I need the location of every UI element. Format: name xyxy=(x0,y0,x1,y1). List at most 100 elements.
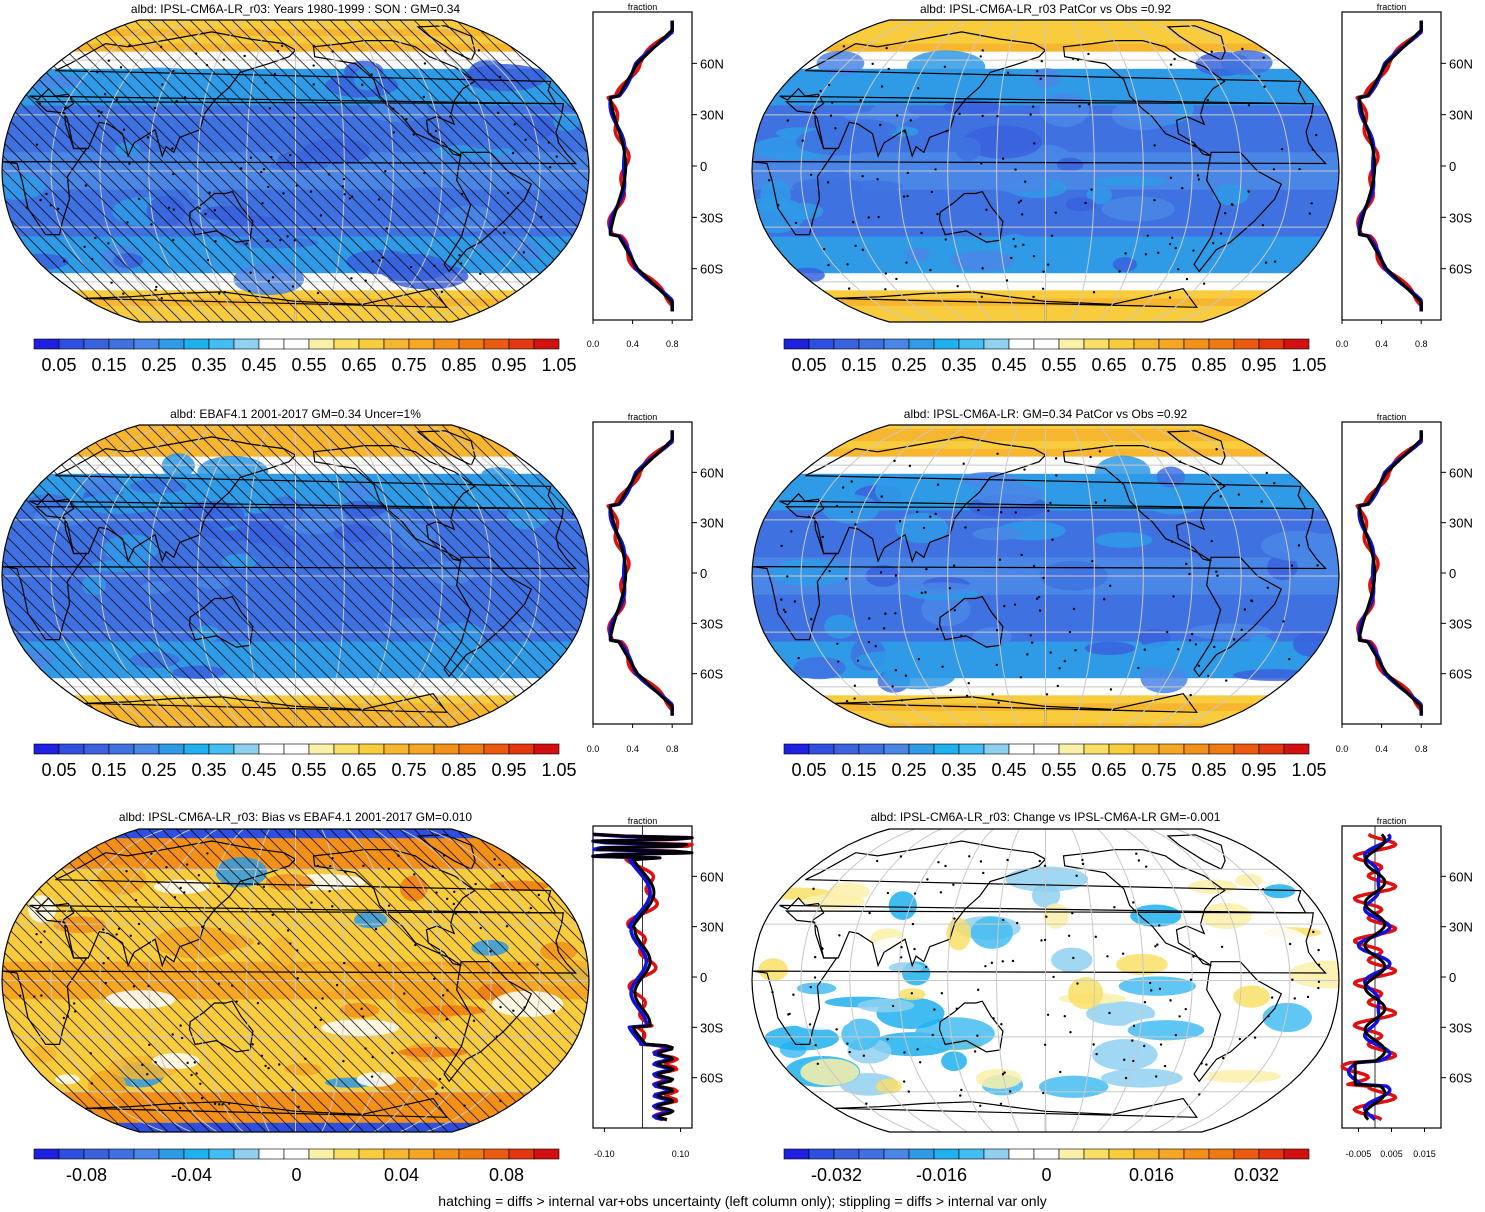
profile-lat-tick: 0 xyxy=(1449,566,1456,581)
colorbar-label: 0.75 xyxy=(391,760,426,780)
colorbar-cell xyxy=(1233,1148,1260,1160)
colorbar-cell xyxy=(383,1148,410,1160)
profile-line-obs xyxy=(1355,430,1423,716)
colorbar-cell xyxy=(408,743,435,755)
profile-x-tick: 0.4 xyxy=(1375,744,1388,754)
profile-lat-tick: 0 xyxy=(700,566,707,581)
colorbar-cell xyxy=(1083,1148,1110,1160)
colorbar-label: 0.05 xyxy=(791,355,826,375)
profile-x-tick: 0.005 xyxy=(1380,1149,1403,1159)
panel-p4: albd: IPSL-CM6A-LR: GM=0.34 PatCor vs Ob… xyxy=(751,407,1473,780)
map xyxy=(2,20,589,322)
panel-title: albd: IPSL-CM6A-LR_r03: Bias vs EBAF4.1 … xyxy=(119,810,473,824)
colorbar-cell xyxy=(383,743,410,755)
colorbar-cell xyxy=(1008,743,1035,755)
profile-x-tick: 0.0 xyxy=(587,339,600,349)
coastline xyxy=(1062,40,1226,157)
colorbar-cell xyxy=(883,1148,910,1160)
colorbar-label: 0.25 xyxy=(141,760,176,780)
colorbar-cell xyxy=(1133,1148,1160,1160)
profile-line-obs xyxy=(606,430,674,716)
colorbar-cell xyxy=(533,338,560,350)
map-border xyxy=(1,828,590,1133)
coastline xyxy=(779,31,1307,158)
colorbar-cell xyxy=(233,743,260,755)
colorbar-label: 0.032 xyxy=(1234,1165,1279,1185)
coastline xyxy=(938,1000,1004,1053)
colorbar-cell xyxy=(83,743,110,755)
profile-x-tick: 0.8 xyxy=(1415,339,1428,349)
colorbar-cell xyxy=(1083,743,1110,755)
colorbar-label: 0.65 xyxy=(341,355,376,375)
colorbar-label: -0.08 xyxy=(66,1165,107,1185)
profile-lat-tick: 0 xyxy=(700,159,707,174)
colorbar-label: 0.55 xyxy=(291,760,326,780)
profile-axis-title: fraction xyxy=(628,816,658,826)
colorbar-cell xyxy=(908,743,935,755)
colorbar-label: 0.85 xyxy=(1191,760,1226,780)
colorbar-label: 0.75 xyxy=(1141,355,1176,375)
colorbar-label: 1.05 xyxy=(1291,355,1326,375)
colorbar-cell xyxy=(933,1148,960,1160)
profile-line-ref xyxy=(1353,833,1387,1121)
colorbar-label: 1.05 xyxy=(541,355,576,375)
coastline xyxy=(443,556,533,678)
colorbar-label: 0.25 xyxy=(141,355,176,375)
colorbar: -0.08 -0.04 0 0.04 0.08 xyxy=(33,1148,560,1185)
colorbar-cell xyxy=(808,338,835,350)
zonal-profile: fraction 60N 30N 0 30S 60S 0.0 0.4 0.8 xyxy=(587,412,724,754)
colorbar-cell xyxy=(458,338,485,350)
profile-lat-tick: 60S xyxy=(1449,1071,1472,1086)
coastline xyxy=(188,1000,254,1053)
zonal-profile: fraction 60N 30N 0 30S 60S -0.005 0.005 0.015 xyxy=(1340,816,1473,1159)
coastline xyxy=(29,31,557,158)
colorbar-cell xyxy=(58,1148,85,1160)
colorbar-cell xyxy=(483,743,510,755)
profile-line-model xyxy=(1346,833,1392,1121)
colorbar-cell xyxy=(208,743,235,755)
profile-lat-tick: 30N xyxy=(700,108,724,123)
colorbar: 0.05 0.15 0.25 0.35 0.45 0.55 0.65 0.75 0.85 0.95… xyxy=(33,743,577,780)
colorbar-label: 0.15 xyxy=(841,760,876,780)
colorbar-label: 0.95 xyxy=(1241,355,1276,375)
profile-lat-tick: 60S xyxy=(1449,667,1472,682)
colorbar-label: 0.45 xyxy=(991,760,1026,780)
colorbar-cell xyxy=(183,1148,210,1160)
map-border xyxy=(751,828,1340,1133)
colorbar-cell xyxy=(1183,743,1210,755)
coastline xyxy=(1193,961,1283,1083)
colorbar-cell xyxy=(1008,1148,1035,1160)
colorbar-cell xyxy=(1058,743,1085,755)
colorbar-cell xyxy=(883,338,910,350)
colorbar-label: 0.95 xyxy=(491,760,526,780)
colorbar-cell xyxy=(1258,338,1285,350)
colorbar-cell xyxy=(983,743,1010,755)
colorbar-cell xyxy=(1033,338,1060,350)
profile-x-tick: 0.8 xyxy=(1415,744,1428,754)
colorbar-cell xyxy=(308,743,335,755)
stippling xyxy=(18,852,556,1110)
colorbar-cell xyxy=(883,743,910,755)
stippling xyxy=(25,44,558,300)
profile-x-tick: -0.10 xyxy=(594,1149,615,1159)
coastline xyxy=(1062,849,1226,967)
profile-line-ref xyxy=(1357,430,1423,716)
profile-x-tick: 0.015 xyxy=(1413,1149,1436,1159)
colorbar-label: 0.25 xyxy=(891,760,926,780)
zonal-profile: fraction 60N 30N 0 30S 60S 0.0 0.4 0.8 xyxy=(587,2,724,349)
colorbar-cell xyxy=(1083,338,1110,350)
colorbar-cell xyxy=(1158,743,1185,755)
profile-lat-tick: 60N xyxy=(1449,56,1473,71)
coastline xyxy=(1193,151,1283,273)
coastline xyxy=(1166,25,1226,61)
coastline xyxy=(188,190,254,243)
map-border xyxy=(1,424,590,728)
profile-lat-tick: 0 xyxy=(1449,970,1456,985)
footnote: hatching = diffs > internal var+obs unce… xyxy=(438,1193,1047,1209)
colorbar-label: 0.65 xyxy=(1091,760,1126,780)
colorbar-cell xyxy=(183,338,210,350)
colorbar-cell xyxy=(783,1148,810,1160)
colorbar-cell xyxy=(1108,743,1135,755)
profile-line-ref xyxy=(591,832,694,1122)
colorbar-label: 0.75 xyxy=(1141,760,1176,780)
